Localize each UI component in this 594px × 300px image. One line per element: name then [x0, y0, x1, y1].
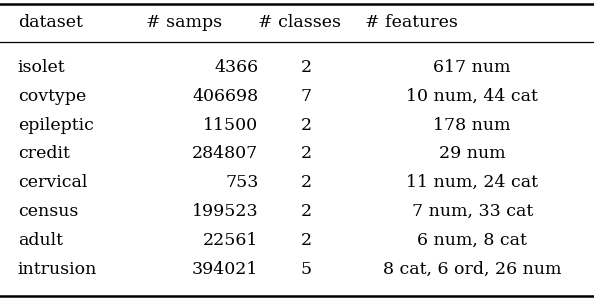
- Text: 7 num, 33 cat: 7 num, 33 cat: [412, 203, 533, 220]
- Text: 22561: 22561: [203, 232, 258, 249]
- Text: 6 num, 8 cat: 6 num, 8 cat: [418, 232, 527, 249]
- Text: 284807: 284807: [192, 146, 258, 162]
- Text: isolet: isolet: [18, 59, 65, 76]
- Text: census: census: [18, 203, 78, 220]
- Text: dataset: dataset: [18, 14, 83, 31]
- Text: # samps: # samps: [146, 14, 222, 31]
- Text: 199523: 199523: [192, 203, 258, 220]
- Text: 406698: 406698: [192, 88, 258, 105]
- Text: 2: 2: [301, 59, 311, 76]
- Text: 617 num: 617 num: [434, 59, 511, 76]
- Text: 753: 753: [225, 174, 258, 191]
- Text: 2: 2: [301, 232, 311, 249]
- Text: 2: 2: [301, 117, 311, 134]
- Text: 394021: 394021: [192, 261, 258, 278]
- Text: epileptic: epileptic: [18, 117, 94, 134]
- Text: 2: 2: [301, 203, 311, 220]
- Text: 10 num, 44 cat: 10 num, 44 cat: [406, 88, 538, 105]
- Text: intrusion: intrusion: [18, 261, 97, 278]
- Text: 7: 7: [301, 88, 311, 105]
- Text: 8 cat, 6 ord, 26 num: 8 cat, 6 ord, 26 num: [383, 261, 561, 278]
- Text: adult: adult: [18, 232, 63, 249]
- Text: cervical: cervical: [18, 174, 87, 191]
- Text: 2: 2: [301, 146, 311, 162]
- Text: 11500: 11500: [203, 117, 258, 134]
- Text: credit: credit: [18, 146, 69, 162]
- Text: covtype: covtype: [18, 88, 86, 105]
- Text: 4366: 4366: [214, 59, 258, 76]
- Text: 5: 5: [301, 261, 311, 278]
- Text: 2: 2: [301, 174, 311, 191]
- Text: # features: # features: [365, 14, 458, 31]
- Text: 178 num: 178 num: [434, 117, 511, 134]
- Text: # classes: # classes: [258, 14, 342, 31]
- Text: 29 num: 29 num: [439, 146, 505, 162]
- Text: 11 num, 24 cat: 11 num, 24 cat: [406, 174, 538, 191]
